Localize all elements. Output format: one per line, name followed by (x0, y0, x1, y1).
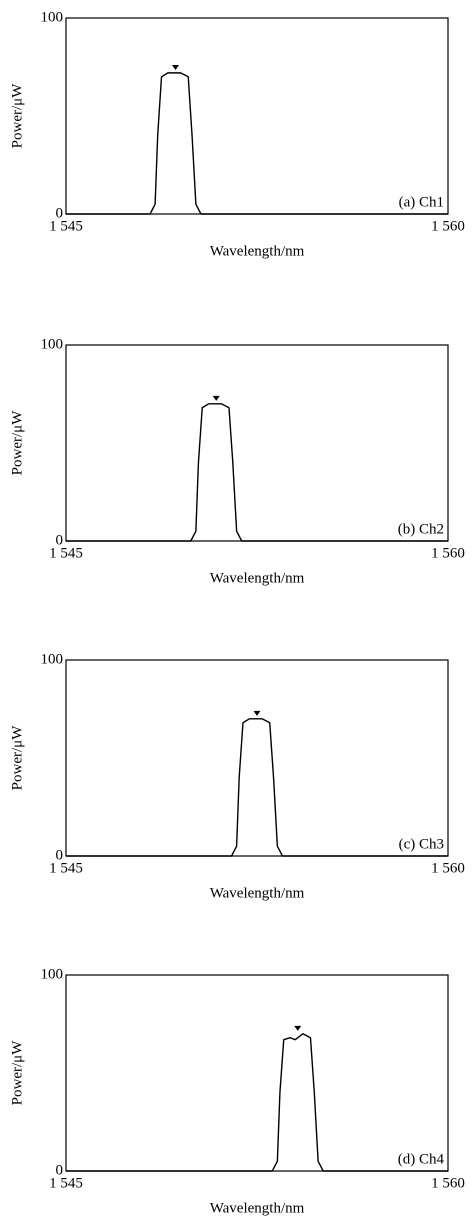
y-axis-label: Power/μW (9, 1040, 25, 1106)
x-axis-label: Wavelength/nm (210, 570, 305, 586)
y-tick-label: 0 (56, 847, 64, 863)
plot-frame (65, 974, 449, 1172)
y-tick-label: 0 (56, 1162, 64, 1178)
x-tick-label: 1 560 (431, 860, 465, 876)
y-tick-label: 100 (41, 966, 64, 982)
x-tick-label: 1 545 (49, 218, 83, 234)
plot-frame (65, 344, 449, 542)
plot-frame (65, 17, 449, 215)
peak-marker (294, 1025, 302, 1031)
plot-frame (65, 659, 449, 857)
spectrum-line (66, 72, 448, 215)
y-tick-label: 0 (56, 532, 64, 548)
x-tick-label: 1 560 (431, 1175, 465, 1191)
y-axis-label: Power/μW (9, 83, 25, 149)
y-axis-label: Power/μW (9, 725, 25, 791)
peak-marker (253, 710, 261, 716)
panel-annotation: (b) Ch2 (398, 521, 444, 537)
spectrum-line (66, 403, 448, 542)
y-tick-label: 100 (41, 9, 64, 25)
spectrum-line (66, 718, 448, 857)
x-tick-label: 1 545 (49, 545, 83, 561)
x-axis-label: Wavelength/nm (210, 885, 305, 901)
panel-annotation: (c) Ch3 (399, 836, 444, 852)
panel-annotation: (d) Ch4 (398, 1151, 445, 1167)
y-axis-label: Power/μW (9, 410, 25, 476)
y-tick-label: 100 (41, 651, 64, 667)
y-tick-label: 0 (56, 205, 64, 221)
x-tick-label: 1 560 (431, 218, 465, 234)
panel-annotation: (a) Ch1 (399, 194, 444, 210)
y-tick-label: 100 (41, 336, 64, 352)
x-tick-label: 1 545 (49, 860, 83, 876)
x-axis-label: Wavelength/nm (210, 243, 305, 259)
peak-marker (212, 395, 220, 401)
x-tick-label: 1 560 (431, 545, 465, 561)
spectrum-line (66, 1033, 448, 1172)
peak-marker (172, 64, 180, 70)
x-tick-label: 1 545 (49, 1175, 83, 1191)
x-axis-label: Wavelength/nm (210, 1200, 305, 1216)
